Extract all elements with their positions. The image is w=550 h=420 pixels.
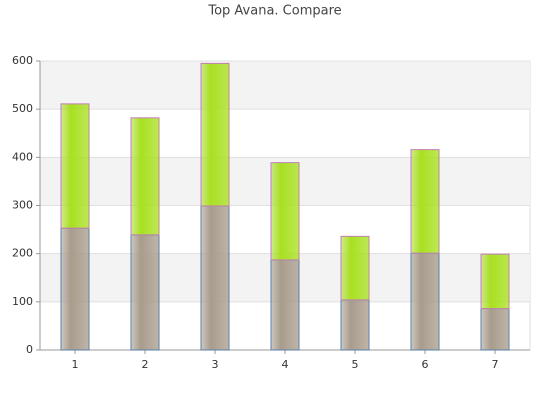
bar-segment [130,234,160,351]
x-tick-label: 6 [422,358,429,371]
bar-segment [480,253,510,310]
x-tick-label: 1 [72,358,79,371]
y-tick-label: 100 [12,295,33,308]
y-tick-label: 400 [12,150,33,163]
x-tick-label: 5 [352,358,359,371]
y-tick-label: 0 [26,343,33,356]
bar-segment [480,308,510,351]
grid-band [40,61,530,110]
bar-segment [340,235,370,301]
bar-segment [60,227,90,351]
bar-segment [200,205,230,351]
x-tick-label: 4 [282,358,289,371]
bar-segment [200,62,230,207]
x-tick-label: 7 [492,358,499,371]
bar-segment [410,252,440,351]
y-tick-label: 600 [12,54,33,67]
bar-segment [60,103,90,229]
bar-segment [270,259,300,351]
bar-segment [410,149,440,254]
y-tick-label: 300 [12,199,33,212]
x-tick-label: 3 [212,358,219,371]
bar-segment [340,299,370,351]
bar-segment [270,162,300,261]
chart-title: Top Avana. Compare [207,4,341,19]
y-tick-label: 500 [12,102,33,115]
y-tick-label: 200 [12,247,33,260]
x-tick-label: 2 [142,358,149,371]
bar-segment [130,117,160,236]
